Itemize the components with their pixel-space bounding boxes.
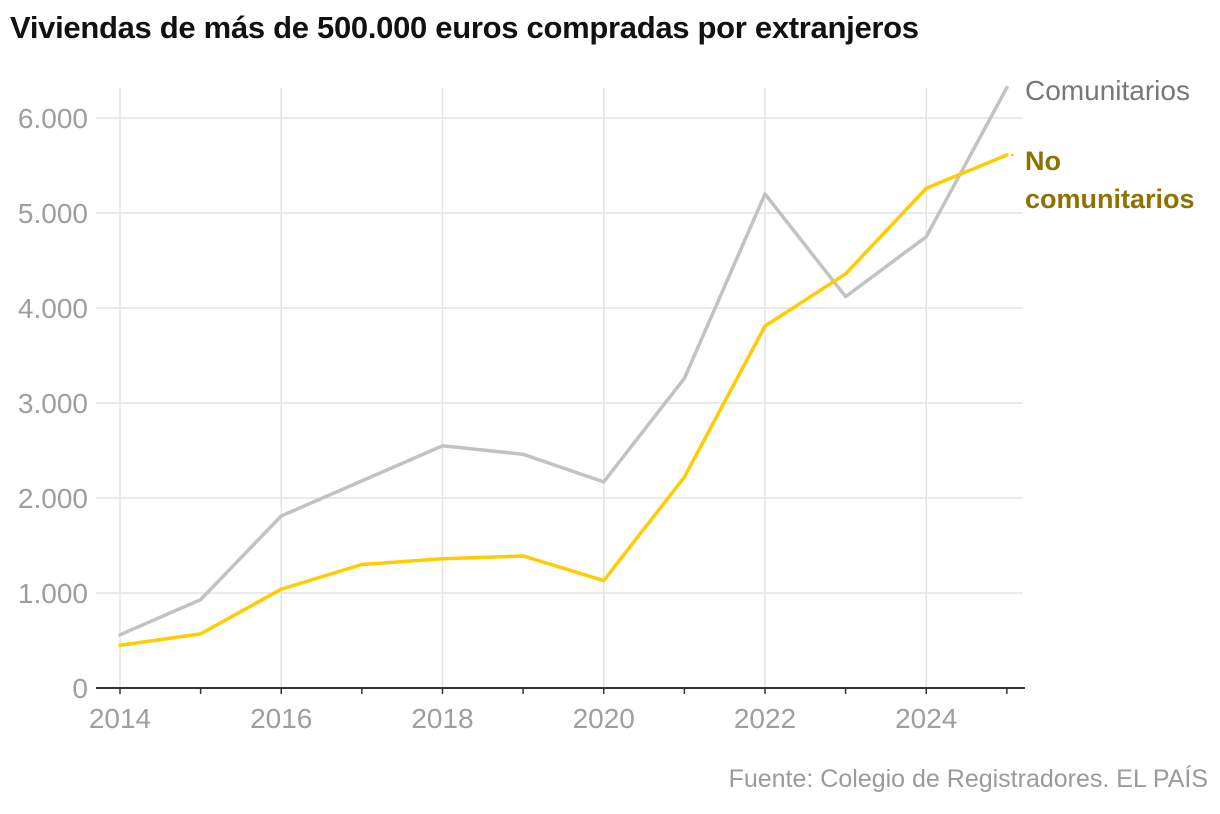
y-tick-label: 1.000 — [18, 578, 88, 609]
x-tick-label: 2022 — [734, 703, 796, 734]
y-tick-label: 3.000 — [18, 388, 88, 419]
x-tick-label: 2020 — [573, 703, 635, 734]
series-label-comunitarios: Comunitarios — [1025, 75, 1190, 106]
x-tick-label: 2018 — [411, 703, 473, 734]
series-label-no-comunitarios: No comunitarios — [1025, 146, 1195, 214]
label-layer: Comunitarios No comunitarios — [1010, 75, 1195, 214]
y-tick-label: 6.000 — [18, 103, 88, 134]
series-line-1 — [118, 153, 1009, 648]
axis-layer: 0 1.000 2.000 3.000 4.000 5.000 6.000 2014 2016 2… — [18, 103, 1025, 734]
y-tick-label: 4.000 — [18, 293, 88, 324]
x-tick-label: 2024 — [895, 703, 957, 734]
source-note: Fuente: Colegio de Registradores. EL PAÍ… — [728, 765, 1208, 793]
x-tick-label: 2016 — [250, 703, 312, 734]
chart-title: Viviendas de más de 500.000 euros compra… — [10, 10, 919, 45]
y-tick-label: 5.000 — [18, 198, 88, 229]
series-layer — [118, 85, 1009, 648]
grid-layer — [96, 88, 1023, 688]
series-line-0 — [118, 85, 1009, 637]
x-tick-label: 2014 — [89, 703, 151, 734]
y-tick-label: 0 — [72, 673, 88, 704]
y-tick-label: 2.000 — [18, 483, 88, 514]
